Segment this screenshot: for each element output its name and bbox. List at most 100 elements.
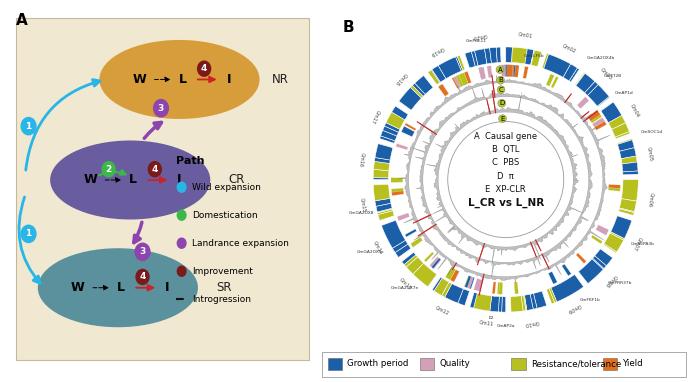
Polygon shape xyxy=(524,294,533,311)
Polygon shape xyxy=(428,70,440,85)
Polygon shape xyxy=(510,296,523,312)
Polygon shape xyxy=(426,92,583,266)
Text: A  Causal gene: A Causal gene xyxy=(474,131,538,141)
Circle shape xyxy=(102,162,115,177)
Polygon shape xyxy=(452,76,460,89)
Polygon shape xyxy=(592,118,606,128)
Text: L: L xyxy=(130,173,137,186)
Polygon shape xyxy=(587,110,601,121)
Polygon shape xyxy=(617,140,634,151)
Polygon shape xyxy=(465,276,471,288)
Polygon shape xyxy=(601,102,622,123)
Polygon shape xyxy=(601,102,613,111)
Polygon shape xyxy=(453,75,463,88)
Polygon shape xyxy=(531,50,542,67)
Text: Gm14: Gm14 xyxy=(372,241,383,256)
Polygon shape xyxy=(458,289,470,306)
Polygon shape xyxy=(587,84,609,106)
Text: GmS6PA3b: GmS6PA3b xyxy=(631,241,655,246)
Polygon shape xyxy=(530,293,537,309)
Polygon shape xyxy=(510,65,517,77)
Bar xyxy=(419,358,434,370)
Text: Gm17: Gm17 xyxy=(369,108,380,124)
Polygon shape xyxy=(542,53,549,69)
Text: 1: 1 xyxy=(25,229,32,238)
Polygon shape xyxy=(612,123,629,137)
Polygon shape xyxy=(412,78,592,277)
Polygon shape xyxy=(622,162,638,172)
Polygon shape xyxy=(379,136,395,143)
Polygon shape xyxy=(471,51,478,66)
Text: W: W xyxy=(83,173,97,186)
Text: Gm07: Gm07 xyxy=(631,235,643,251)
Polygon shape xyxy=(395,244,411,257)
Text: GmFUL11: GmFUL11 xyxy=(466,39,486,43)
Polygon shape xyxy=(621,156,637,164)
Text: Path: Path xyxy=(176,155,205,166)
Polygon shape xyxy=(479,67,484,79)
Polygon shape xyxy=(445,267,456,280)
Polygon shape xyxy=(584,81,598,96)
Polygon shape xyxy=(615,132,630,139)
Polygon shape xyxy=(434,278,449,296)
Text: E2: E2 xyxy=(489,316,494,320)
Text: W: W xyxy=(132,73,146,86)
Polygon shape xyxy=(375,144,393,160)
Polygon shape xyxy=(594,121,607,130)
Polygon shape xyxy=(405,123,416,131)
Text: Gm19: Gm19 xyxy=(429,45,444,57)
Polygon shape xyxy=(591,235,603,244)
Polygon shape xyxy=(610,232,624,240)
Polygon shape xyxy=(373,178,389,180)
Polygon shape xyxy=(384,123,400,132)
Polygon shape xyxy=(505,47,512,63)
Polygon shape xyxy=(374,157,390,163)
Polygon shape xyxy=(575,72,584,85)
Text: Gm11: Gm11 xyxy=(478,320,493,327)
Text: Gm01: Gm01 xyxy=(518,32,533,39)
Text: GmPRR37b: GmPRR37b xyxy=(608,280,632,285)
Polygon shape xyxy=(608,187,620,191)
Polygon shape xyxy=(414,76,433,94)
Text: GmELF6b: GmELF6b xyxy=(524,54,545,58)
Polygon shape xyxy=(391,188,404,194)
Text: I: I xyxy=(165,281,169,294)
Text: GmSOC1d: GmSOC1d xyxy=(641,130,663,134)
Circle shape xyxy=(448,121,564,238)
Polygon shape xyxy=(465,52,475,68)
Polygon shape xyxy=(412,83,426,96)
Circle shape xyxy=(135,243,150,261)
Polygon shape xyxy=(431,70,440,83)
Polygon shape xyxy=(547,288,554,304)
Polygon shape xyxy=(466,276,473,288)
Polygon shape xyxy=(474,278,482,291)
Text: Gm04: Gm04 xyxy=(629,103,640,118)
Polygon shape xyxy=(432,65,446,82)
Polygon shape xyxy=(551,76,559,88)
Polygon shape xyxy=(496,47,501,63)
Polygon shape xyxy=(569,68,580,82)
Text: CR: CR xyxy=(229,173,245,186)
Polygon shape xyxy=(444,283,463,303)
Polygon shape xyxy=(377,208,392,213)
Text: Gm08: Gm08 xyxy=(604,273,617,288)
Polygon shape xyxy=(597,97,610,107)
Text: Gm15: Gm15 xyxy=(358,197,366,213)
Polygon shape xyxy=(397,213,410,221)
Polygon shape xyxy=(391,178,402,183)
Polygon shape xyxy=(470,292,477,308)
Polygon shape xyxy=(507,65,513,77)
Text: Gm02: Gm02 xyxy=(561,43,577,54)
Text: GmGA2OX7e: GmGA2OX7e xyxy=(391,286,419,290)
Text: I: I xyxy=(227,73,231,86)
Polygon shape xyxy=(505,65,510,77)
Circle shape xyxy=(177,182,186,192)
Polygon shape xyxy=(411,237,423,248)
Text: GmAP2a: GmAP2a xyxy=(496,324,515,328)
Polygon shape xyxy=(521,295,526,311)
Polygon shape xyxy=(513,65,518,77)
Circle shape xyxy=(148,162,161,177)
Polygon shape xyxy=(498,296,502,312)
Polygon shape xyxy=(458,73,466,86)
Polygon shape xyxy=(395,143,408,150)
